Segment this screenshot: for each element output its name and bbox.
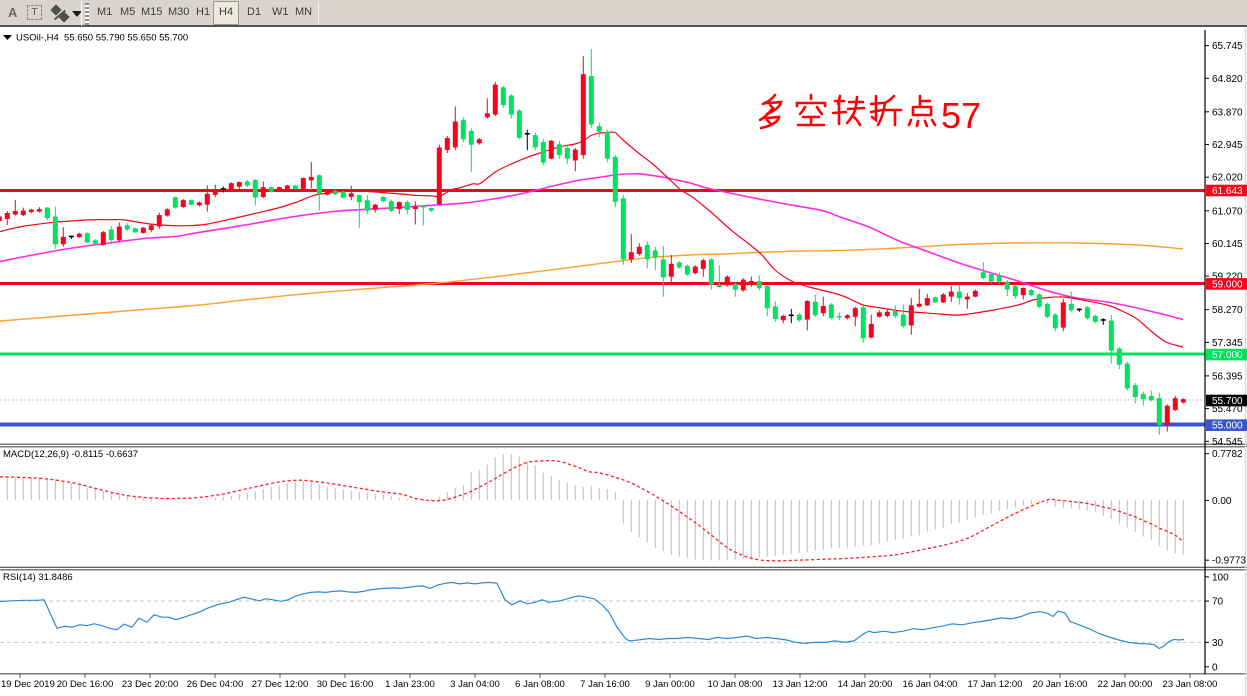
svg-text:61.643: 61.643 <box>1212 186 1243 197</box>
svg-text:30 Dec 16:00: 30 Dec 16:00 <box>317 679 374 690</box>
svg-text:58.270: 58.270 <box>1212 305 1243 316</box>
svg-text:19 Dec 2019: 19 Dec 2019 <box>1 679 55 690</box>
svg-text:62.945: 62.945 <box>1212 140 1243 151</box>
svg-text:23 Dec 20:00: 23 Dec 20:00 <box>122 679 179 690</box>
svg-text:55.470: 55.470 <box>1212 404 1243 415</box>
svg-text:10 Jan 08:00: 10 Jan 08:00 <box>708 679 763 690</box>
svg-text:57.345: 57.345 <box>1212 338 1243 349</box>
svg-text:0.7782: 0.7782 <box>1212 449 1243 460</box>
svg-text:27 Dec 12:00: 27 Dec 12:00 <box>252 679 309 690</box>
svg-text:RSI(14) 31.8486: RSI(14) 31.8486 <box>3 572 73 583</box>
svg-text:0: 0 <box>1212 662 1218 673</box>
svg-text:7 Jan 16:00: 7 Jan 16:00 <box>580 679 630 690</box>
svg-text:100: 100 <box>1212 572 1229 583</box>
svg-text:23 Jan 08:00: 23 Jan 08:00 <box>1163 679 1218 690</box>
svg-text:57: 57 <box>941 95 981 136</box>
svg-text:63.870: 63.870 <box>1212 107 1243 118</box>
svg-text:-0.9773: -0.9773 <box>1212 556 1246 567</box>
svg-text:3 Jan 04:00: 3 Jan 04:00 <box>450 679 500 690</box>
svg-text:55.000: 55.000 <box>1212 421 1243 432</box>
svg-text:65.745: 65.745 <box>1212 41 1243 52</box>
svg-text:17 Jan 12:00: 17 Jan 12:00 <box>968 679 1023 690</box>
svg-text:30: 30 <box>1212 638 1224 649</box>
svg-text:64.820: 64.820 <box>1212 74 1243 85</box>
svg-text:0.00: 0.00 <box>1212 496 1232 507</box>
svg-text:70: 70 <box>1212 597 1224 608</box>
svg-text:57.000: 57.000 <box>1212 350 1243 361</box>
svg-text:61.070: 61.070 <box>1212 206 1243 217</box>
svg-text:6 Jan 08:00: 6 Jan 08:00 <box>515 679 565 690</box>
svg-text:13 Jan 12:00: 13 Jan 12:00 <box>773 679 828 690</box>
svg-text:59.000: 59.000 <box>1212 279 1243 290</box>
svg-text:60.145: 60.145 <box>1212 239 1243 250</box>
svg-text:54.545: 54.545 <box>1212 437 1243 448</box>
svg-text:62.020: 62.020 <box>1212 173 1243 184</box>
svg-text:20 Dec 16:00: 20 Dec 16:00 <box>57 679 114 690</box>
svg-text:1 Jan 23:00: 1 Jan 23:00 <box>385 679 435 690</box>
svg-text:USOil-,H4 55.650 55.790 55.65: USOil-,H4 55.650 55.790 55.650 55.700 <box>16 33 188 44</box>
svg-text:16 Jan 04:00: 16 Jan 04:00 <box>903 679 958 690</box>
svg-text:14 Jan 20:00: 14 Jan 20:00 <box>838 679 893 690</box>
svg-text:9 Jan 00:00: 9 Jan 00:00 <box>645 679 695 690</box>
svg-text:20 Jan 16:00: 20 Jan 16:00 <box>1033 679 1088 690</box>
svg-text:56.395: 56.395 <box>1212 371 1243 382</box>
svg-text:26 Dec 04:00: 26 Dec 04:00 <box>187 679 244 690</box>
svg-text:MACD(12,26,9) -0.8115 -0.6637: MACD(12,26,9) -0.8115 -0.6637 <box>3 449 138 460</box>
svg-text:59.220: 59.220 <box>1212 272 1243 283</box>
svg-text:55.700: 55.700 <box>1212 396 1243 407</box>
svg-text:22 Jan 00:00: 22 Jan 00:00 <box>1098 679 1153 690</box>
